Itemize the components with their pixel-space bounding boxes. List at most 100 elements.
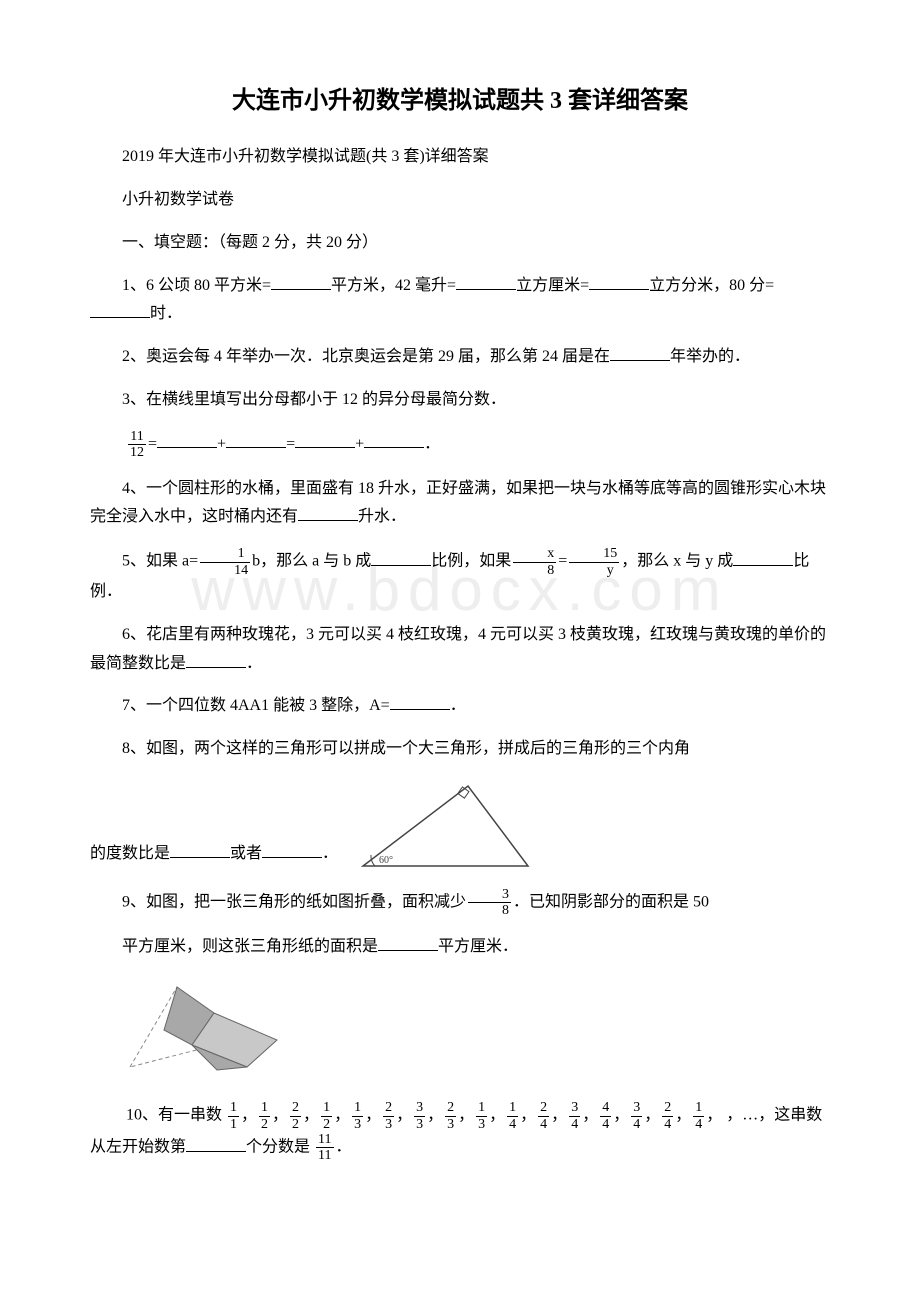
- frac-num: 1: [352, 1100, 363, 1116]
- frac-den: 8: [513, 563, 556, 578]
- fraction: 14: [693, 1100, 704, 1132]
- fold-diagram: [122, 975, 830, 1086]
- frac-den: 4: [631, 1117, 642, 1132]
- triangle-diagram: 60°: [353, 778, 533, 873]
- fraction: 34: [631, 1100, 642, 1132]
- frac-den: y: [569, 563, 619, 578]
- question-8-row: 的度数比是 或者 ． 60°: [90, 778, 830, 873]
- frac-den: 4: [662, 1117, 673, 1132]
- fraction: 38: [468, 887, 511, 919]
- blank: [378, 935, 438, 951]
- question-8-intro: 8、如图，两个这样的三角形可以拼成一个大三角形，拼成后的三角形的三个内角: [90, 735, 830, 764]
- frac-num: 1: [321, 1100, 332, 1116]
- frac-den: 3: [352, 1117, 363, 1132]
- frac-den: 3: [414, 1117, 425, 1132]
- frac-num: 3: [468, 887, 511, 903]
- blank: [186, 1136, 246, 1152]
- question-9: 9、如图，把一张三角形的纸如图折叠，面积减少38．已知阴影部分的面积是 50: [90, 887, 830, 919]
- frac-num: 2: [445, 1100, 456, 1116]
- fraction: 23: [445, 1100, 456, 1132]
- q10-text-c: 个分数是: [246, 1139, 310, 1156]
- q9-text-d: 平方厘米．: [438, 938, 518, 955]
- q2-text-a: 2、奥运会每 4 年举办一次．北京奥运会是第 29 届，那么第 24 届是在: [122, 348, 610, 365]
- fraction: 114: [200, 546, 250, 578]
- frac-num: 3: [631, 1100, 642, 1116]
- frac-num: 1: [200, 546, 250, 562]
- frac-den: 12: [128, 445, 146, 460]
- frac-num: 11: [128, 429, 146, 445]
- q1-text-c: 立方厘米=: [516, 277, 589, 294]
- frac-num: 2: [538, 1100, 549, 1116]
- fraction: 1112: [128, 429, 146, 461]
- comma: ，: [241, 1107, 257, 1124]
- frac-den: 4: [693, 1117, 704, 1132]
- section-heading: 一、填空题：（每题 2 分，共 20 分）: [90, 229, 830, 258]
- fraction: x8: [513, 546, 556, 578]
- frac-den: 1: [228, 1117, 239, 1132]
- frac-den: 4: [569, 1117, 580, 1132]
- q5-text-d: ，那么 x 与 y 成: [621, 553, 733, 570]
- comma: ，: [489, 1107, 505, 1124]
- fraction: 12: [321, 1100, 332, 1132]
- frac-num: 2: [290, 1100, 301, 1116]
- frac-den: 2: [259, 1117, 270, 1132]
- frac-den: 4: [507, 1117, 518, 1132]
- blank: [226, 432, 286, 448]
- fraction: 23: [383, 1100, 394, 1132]
- q7-text-a: 7、一个四位数 4AA1 能被 3 整除，A=: [122, 697, 390, 714]
- frac-den: 3: [383, 1117, 394, 1132]
- q7-text-b: ．: [450, 697, 466, 714]
- fraction: 34: [569, 1100, 580, 1132]
- question-7: 7、一个四位数 4AA1 能被 3 整除，A= ．: [90, 692, 830, 721]
- fraction: 13: [476, 1100, 487, 1132]
- question-3-eq: 1112=+=+．: [90, 429, 830, 461]
- q5-text-a: 5、如果 a=: [122, 553, 198, 570]
- paper-label: 小升初数学试卷: [90, 186, 830, 215]
- q1-text-d: 立方分米，80 分=: [649, 277, 774, 294]
- comma: ，: [365, 1107, 381, 1124]
- comma: ，: [334, 1107, 350, 1124]
- fraction: 22: [290, 1100, 301, 1132]
- q8-text-c: ．: [322, 845, 338, 862]
- page-title: 大连市小升初数学模拟试题共 3 套详细答案: [90, 80, 830, 123]
- frac-num: 1: [228, 1100, 239, 1116]
- fraction: 15y: [569, 546, 619, 578]
- q8-text-b: 或者: [230, 845, 262, 862]
- comma: ，: [396, 1107, 412, 1124]
- q4-text-a: 4、一个圆柱形的水桶，里面盛有 18 升水，正好盛满，如果把一块与水桶等底等高的…: [90, 480, 826, 526]
- q9-text-a: 9、如图，把一张三角形的纸如图折叠，面积减少: [122, 893, 466, 910]
- question-6: 6、花店里有两种玫瑰花，3 元可以买 4 枝红玫瑰，4 元可以买 3 枝黄玫瑰，…: [90, 621, 830, 679]
- fraction: 24: [538, 1100, 549, 1132]
- q1-text-a: 1、6 公顷 80 平方米=: [122, 277, 271, 294]
- blank: [186, 652, 246, 668]
- frac-den: 4: [538, 1117, 549, 1132]
- blank: [610, 345, 670, 361]
- question-9b: 平方厘米，则这张三角形纸的面积是平方厘米．: [90, 933, 830, 962]
- comma: ，: [644, 1107, 660, 1124]
- frac-den: 11: [316, 1148, 333, 1163]
- comma: ，: [520, 1107, 536, 1124]
- question-3: 3、在横线里填写出分母都小于 12 的异分母最简分数．: [90, 386, 830, 415]
- comma: ，: [706, 1107, 722, 1124]
- blank: [733, 550, 793, 566]
- blank: [371, 550, 431, 566]
- comma: ，: [458, 1107, 474, 1124]
- fraction: 11: [228, 1100, 239, 1132]
- comma: ，: [582, 1107, 598, 1124]
- q5-text-c: 比例，如果: [431, 553, 511, 570]
- comma: ，: [272, 1107, 288, 1124]
- question-10: 10、有一串数 11，12，22，12，13，23，33，23，13，14，24…: [90, 1100, 830, 1164]
- fraction: 24: [662, 1100, 673, 1132]
- blank: [295, 432, 355, 448]
- fraction: 13: [352, 1100, 363, 1132]
- eq: =: [286, 435, 295, 452]
- frac-den: 2: [321, 1117, 332, 1132]
- frac-num: 2: [662, 1100, 673, 1116]
- question-1: 1、6 公顷 80 平方米=平方米，42 毫升=立方厘米=立方分米，80 分=时…: [90, 272, 830, 330]
- q6-text-b: ．: [246, 655, 262, 672]
- frac-num: 2: [383, 1100, 394, 1116]
- comma: ，: [613, 1107, 629, 1124]
- q8-text-a: 的度数比是: [90, 845, 170, 862]
- plus: +: [217, 435, 226, 452]
- fraction: 44: [600, 1100, 611, 1132]
